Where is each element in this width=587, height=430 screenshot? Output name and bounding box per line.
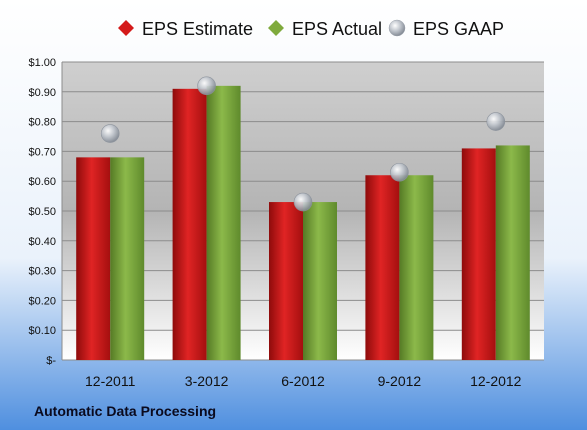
y-tick-label: $0.10 (28, 325, 56, 337)
y-axis-ticks: $- $0.10 $0.20 $0.30 $0.40 $0.50 $0.60 $0.70 $0.… (28, 57, 56, 367)
legend: EPS Estimate EPS Actual EPS GAAP (118, 19, 504, 39)
gaap-point (390, 162, 409, 182)
bar-eps-actual (206, 85, 241, 360)
y-tick-label: $0.90 (28, 87, 56, 99)
gaap-markers (100, 76, 506, 212)
bar-eps-estimate (365, 175, 400, 360)
gaap-point (100, 124, 120, 143)
bar-eps-estimate (76, 157, 111, 360)
x-axis-ticks: 12-2011 3-2012 6-2012 9-2012 12-2012 (85, 373, 522, 389)
bar-eps-actual (495, 145, 530, 360)
legend-gaap-label: EPS GAAP (413, 19, 504, 39)
y-tick-label: $0.40 (28, 236, 56, 248)
x-tick-label: 12-2012 (470, 373, 522, 389)
bar-eps-estimate (269, 202, 303, 360)
bar-eps-estimate (461, 148, 496, 360)
legend-gaap-marker (388, 19, 406, 37)
y-tick-label: $0.20 (28, 295, 56, 307)
y-tick-label: $0.50 (28, 206, 56, 218)
legend-item-gaap: EPS GAAP (388, 19, 504, 39)
y-tick-label: $0.80 (28, 117, 56, 129)
gaap-point (293, 192, 313, 212)
y-tick-label: $0.60 (28, 176, 56, 188)
y-tick-label: $0.70 (28, 146, 56, 158)
legend-item-actual: EPS Actual (268, 19, 382, 39)
gaap-point (197, 76, 216, 96)
x-tick-label: 6-2012 (281, 373, 325, 389)
gaap-point (486, 112, 506, 131)
x-tick-label: 9-2012 (378, 373, 422, 389)
bar-eps-actual (110, 157, 145, 360)
legend-item-estimate: EPS Estimate (118, 19, 253, 39)
legend-estimate-label: EPS Estimate (142, 19, 253, 39)
bars (76, 85, 530, 360)
y-tick-label: $- (46, 355, 56, 367)
bar-eps-actual (303, 202, 337, 360)
x-tick-label: 12-2011 (85, 373, 136, 389)
y-tick-label: $1.00 (28, 57, 56, 69)
legend-actual-marker (268, 20, 284, 36)
bar-eps-estimate (172, 88, 207, 360)
x-tick-label: 3-2012 (185, 373, 229, 389)
y-tick-label: $0.30 (28, 266, 56, 278)
bar-eps-actual (399, 175, 434, 360)
legend-actual-label: EPS Actual (292, 19, 382, 39)
legend-estimate-marker (118, 20, 134, 36)
company-label: Automatic Data Processing (34, 403, 216, 419)
